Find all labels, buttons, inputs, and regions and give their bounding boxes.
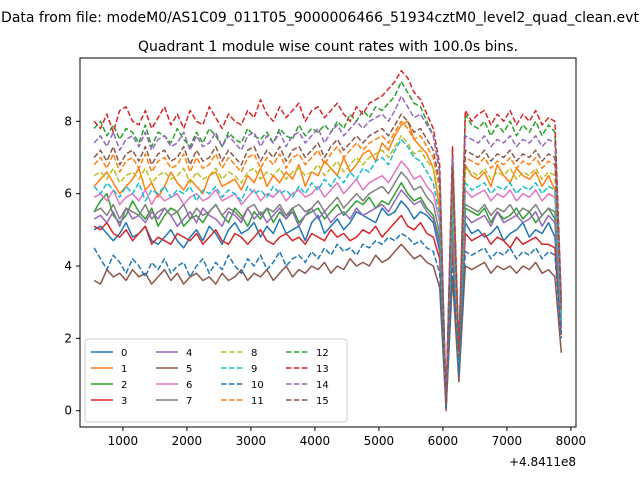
series-line-11 <box>93 120 563 405</box>
x-tick-label-4000: 4000 <box>300 434 331 448</box>
legend-label-9: 9 <box>251 364 257 375</box>
series-line-2 <box>93 182 563 408</box>
legend-label-6: 6 <box>186 380 192 391</box>
series-line-15 <box>93 113 563 405</box>
y-tick-label-8: 8 <box>64 114 72 128</box>
legend-label-10: 10 <box>251 380 264 391</box>
x-tick-label-3000: 3000 <box>236 434 267 448</box>
x-tick-label-2000: 2000 <box>172 434 203 448</box>
series-line-5 <box>93 243 563 412</box>
x-offset-label: +4.8411e8 <box>509 455 576 469</box>
series-line-1 <box>93 120 563 401</box>
y-tick-label-2: 2 <box>64 331 72 345</box>
x-tick-label-5000: 5000 <box>364 434 395 448</box>
series-line-13 <box>93 69 563 405</box>
series-line-12 <box>93 80 563 405</box>
legend-label-7: 7 <box>186 396 192 407</box>
series-line-8 <box>93 135 563 405</box>
legend-label-5: 5 <box>186 364 192 375</box>
legend-label-2: 2 <box>121 380 127 391</box>
legend-label-3: 3 <box>121 396 127 407</box>
series-line-0 <box>93 200 563 405</box>
legend-label-0: 0 <box>121 348 127 359</box>
legend-label-13: 13 <box>316 364 329 375</box>
y-axis: 0 2 4 6 8 <box>64 114 80 418</box>
series-line-10 <box>93 232 563 408</box>
series-layer <box>93 69 563 412</box>
y-tick-label-6: 6 <box>64 187 72 201</box>
x-tick-label-1000: 1000 <box>108 434 139 448</box>
x-axis: 1000 2000 3000 4000 5000 6000 7000 8000 <box>108 427 587 448</box>
series-line-3 <box>93 214 563 408</box>
series-line-9 <box>93 138 563 405</box>
x-tick-label-6000: 6000 <box>428 434 459 448</box>
figure-suptitle: Data from file: modeM0/AS1C09_011T05_900… <box>1 10 639 26</box>
y-tick-label-0: 0 <box>64 404 72 418</box>
legend-label-14: 14 <box>316 380 329 391</box>
legend-label-1: 1 <box>121 364 127 375</box>
series-line-7 <box>93 171 563 405</box>
x-tick-label-7000: 7000 <box>492 434 523 448</box>
legend-box <box>84 338 348 423</box>
plot-frame <box>79 57 577 428</box>
legend-label-11: 11 <box>251 396 264 407</box>
legend-label-4: 4 <box>186 348 192 359</box>
series-line-4 <box>93 189 563 408</box>
y-tick-label-4: 4 <box>64 259 72 273</box>
chart-title: Quadrant 1 module wise count rates with … <box>138 39 518 55</box>
x-tick-label-8000: 8000 <box>556 434 587 448</box>
legend-label-8: 8 <box>251 348 257 359</box>
series-line-14 <box>93 95 563 405</box>
legend-label-15: 15 <box>316 396 329 407</box>
legend-label-12: 12 <box>316 348 329 359</box>
